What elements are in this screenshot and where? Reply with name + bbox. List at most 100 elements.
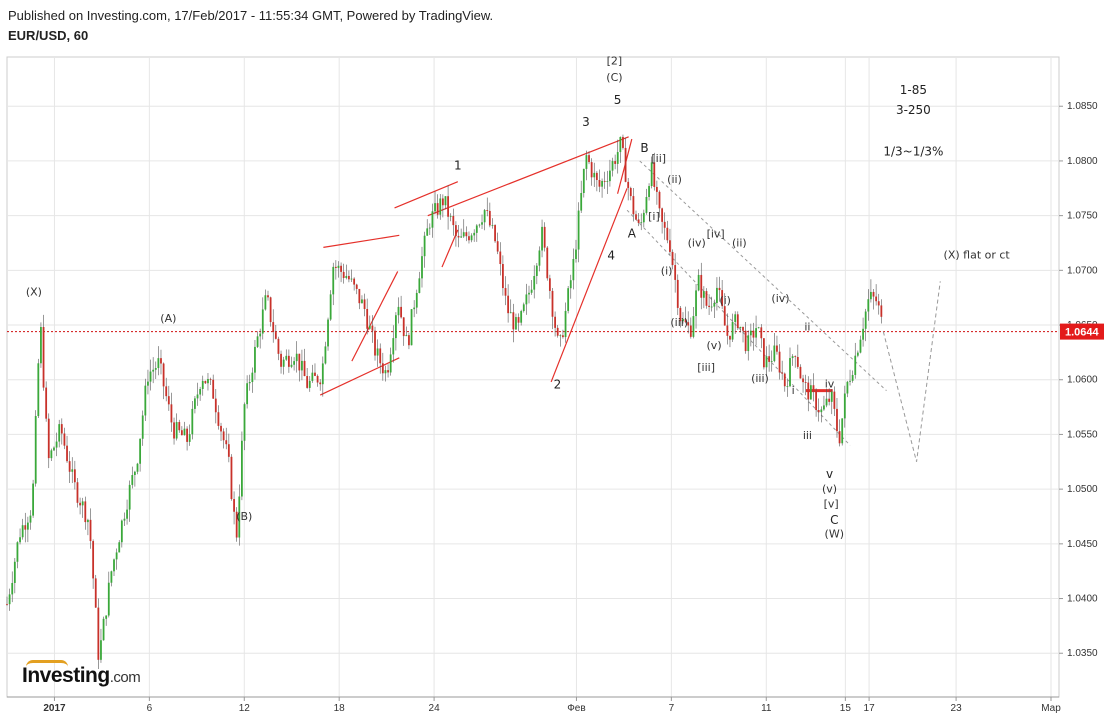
candle-body xyxy=(290,364,293,367)
candle-body xyxy=(207,379,209,384)
x-tick-label: 12 xyxy=(239,703,251,714)
axes: 1.08501.08001.07501.07001.06501.06001.05… xyxy=(7,101,1104,714)
candle-body xyxy=(141,415,144,439)
candle-body xyxy=(272,322,275,333)
candle-body xyxy=(381,363,384,374)
candle-body xyxy=(282,359,285,367)
candle-body xyxy=(167,396,170,405)
candle-body xyxy=(118,542,121,553)
candle-body xyxy=(674,265,677,280)
x-tick-label: 2017 xyxy=(43,703,66,714)
candle-body xyxy=(590,162,593,178)
trendline xyxy=(550,188,628,383)
candle-body xyxy=(749,330,752,336)
candle-body xyxy=(619,136,622,153)
candle-body xyxy=(37,363,40,417)
candle-body xyxy=(29,515,32,523)
candle-body xyxy=(867,299,870,312)
candle-body xyxy=(627,181,630,188)
candle-body xyxy=(421,256,423,279)
wave-label-w5: 5 xyxy=(614,93,622,107)
candle-body xyxy=(577,210,580,250)
candle-body xyxy=(833,391,836,409)
candle-body xyxy=(614,161,617,164)
candle-body xyxy=(194,398,196,409)
candle-body xyxy=(392,338,395,355)
candle-body xyxy=(478,224,481,226)
candle-body xyxy=(697,274,700,291)
candle-body xyxy=(389,354,392,373)
candle-body xyxy=(755,328,757,338)
candle-body xyxy=(786,386,789,388)
symbol-title: EUR/USD, 60 xyxy=(8,28,89,43)
candle-body xyxy=(105,615,108,619)
candle-body xyxy=(721,290,724,307)
candle-body xyxy=(658,191,661,209)
candle-body xyxy=(616,152,619,164)
candle-body xyxy=(830,391,833,402)
candle-body xyxy=(348,275,350,280)
candle-body xyxy=(473,232,476,236)
candle-body xyxy=(468,236,470,241)
candle-body xyxy=(79,502,81,506)
candle-body xyxy=(123,518,126,521)
candle-body xyxy=(499,251,502,265)
candle-body xyxy=(838,431,841,444)
candle-body xyxy=(400,306,403,318)
x-tick-label: 7 xyxy=(669,703,675,714)
candle-body xyxy=(243,404,246,441)
candle-body xyxy=(747,335,750,352)
candle-body xyxy=(131,475,134,485)
candle-body xyxy=(757,327,760,329)
wave-label-w4: 4 xyxy=(607,248,615,262)
candle-body xyxy=(799,366,802,379)
y-tick-label: 1.0600 xyxy=(1067,375,1098,386)
candle-body xyxy=(645,196,648,213)
candle-body xyxy=(368,325,371,329)
candle-body xyxy=(298,353,301,371)
candle-body xyxy=(729,335,731,340)
candle-body xyxy=(126,509,128,519)
candle-body xyxy=(371,325,374,331)
y-tick-label: 1.0450 xyxy=(1067,539,1098,550)
candle-body xyxy=(763,338,765,368)
candle-body xyxy=(494,225,496,242)
candle-body xyxy=(220,425,222,432)
candle-body xyxy=(89,519,92,542)
candle-body xyxy=(705,291,708,306)
candle-body xyxy=(794,356,797,358)
wave-label-A-plain: A xyxy=(628,227,637,241)
candle-body xyxy=(363,299,366,309)
candle-body xyxy=(196,394,199,399)
candle-body xyxy=(843,393,846,419)
candle-body xyxy=(648,186,650,197)
candle-body xyxy=(530,289,533,293)
candle-body xyxy=(24,525,27,530)
candle-body xyxy=(606,181,609,182)
candle-body xyxy=(350,278,353,280)
candle-body xyxy=(87,519,89,523)
wave-label-iii-plain: iii xyxy=(803,429,812,442)
candle-body xyxy=(66,445,68,462)
candle-body xyxy=(778,351,781,373)
candle-body xyxy=(692,316,695,337)
chart-note-note2: 3-250 xyxy=(896,103,931,117)
candle-body xyxy=(622,136,624,148)
candle-body xyxy=(525,294,528,305)
candle-body xyxy=(588,155,590,163)
candle-body xyxy=(314,372,316,376)
candle-body xyxy=(731,321,734,340)
candle-body xyxy=(204,380,207,384)
candle-body xyxy=(267,295,269,298)
candle-body xyxy=(227,444,230,457)
candle-body xyxy=(507,295,510,314)
wave-label-v-paren: (v) xyxy=(707,339,722,352)
candle-body xyxy=(154,368,157,370)
x-tick-label: 6 xyxy=(147,703,153,714)
candle-body xyxy=(139,438,142,464)
candle-body xyxy=(410,309,413,346)
candle-body xyxy=(796,356,799,367)
candle-body xyxy=(201,380,204,390)
candle-body xyxy=(849,380,851,382)
